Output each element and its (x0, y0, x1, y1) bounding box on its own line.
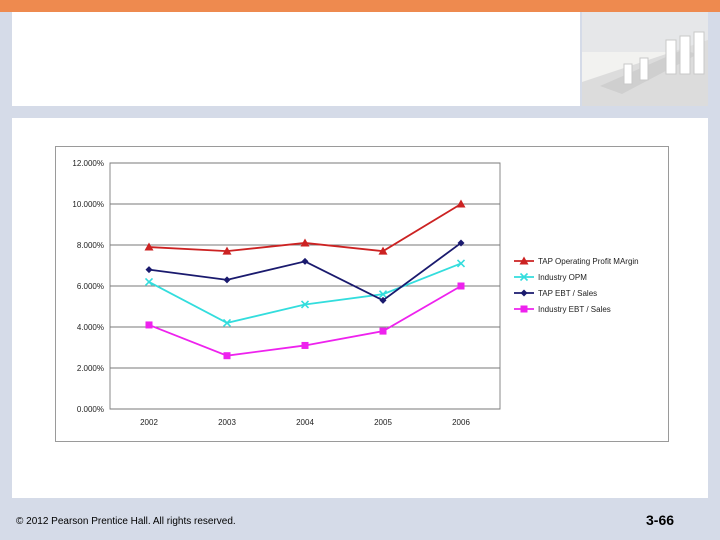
line-chart: 0.000% 2.000% 4.000% 6.000% 8.000% 10.000% 12.… (72, 159, 639, 427)
x-tick-label: 2003 (218, 418, 236, 427)
legend-marker (519, 272, 529, 282)
legend-marker (520, 289, 528, 297)
series-line-3 (148, 242, 462, 302)
data-point-series-4 (145, 321, 153, 329)
legend-label: TAP Operating Profit MArgin (538, 257, 639, 266)
legend-marker (519, 256, 529, 265)
x-tick-label: 2002 (140, 418, 158, 427)
data-point-series-1 (222, 246, 232, 255)
legend-label: TAP EBT / Sales (538, 289, 597, 298)
y-tick-label: 10.000% (72, 200, 104, 209)
data-point-series-1 (378, 246, 388, 255)
data-point-series-1 (456, 199, 466, 208)
data-point-series-2 (456, 259, 466, 268)
y-tick-label: 8.000% (77, 241, 104, 250)
data-point-series-3 (379, 296, 387, 304)
copyright-text: © 2012 Pearson Prentice Hall. All rights… (16, 516, 236, 527)
header-panel (12, 12, 580, 106)
y-tick-label: 0.000% (77, 405, 104, 414)
data-point-series-4 (379, 327, 387, 335)
y-tick-label: 6.000% (77, 282, 104, 291)
y-tick-label: 12.000% (72, 159, 104, 168)
data-point-series-2 (222, 318, 232, 327)
data-point-series-4 (457, 282, 465, 290)
data-point-series-3 (223, 276, 231, 284)
data-point-series-3 (457, 239, 465, 247)
data-point-series-4 (301, 341, 309, 349)
conference-room-photo-icon (582, 12, 708, 106)
data-point-series-3 (301, 257, 309, 265)
data-point-series-1 (144, 242, 154, 251)
top-accent-bar (0, 0, 720, 12)
data-point-series-3 (145, 266, 153, 274)
data-point-series-4 (223, 352, 231, 360)
data-point-series-1 (300, 238, 310, 247)
data-point-series-2 (144, 277, 154, 286)
x-tick-label: 2005 (374, 418, 392, 427)
y-tick-label: 4.000% (77, 323, 104, 332)
x-tick-label: 2004 (296, 418, 314, 427)
legend-marker (520, 305, 528, 313)
data-point-series-2 (300, 300, 310, 309)
legend-label: Industry OPM (538, 273, 587, 282)
page-number: 3-66 (646, 512, 675, 528)
y-tick-label: 2.000% (77, 364, 104, 373)
chart-frame: 0.000% 2.000% 4.000% 6.000% 8.000% 10.000% 12.… (55, 146, 669, 442)
x-tick-label: 2006 (452, 418, 470, 427)
legend-label: Industry EBT / Sales (538, 305, 611, 314)
data-point-series-2 (378, 290, 388, 299)
